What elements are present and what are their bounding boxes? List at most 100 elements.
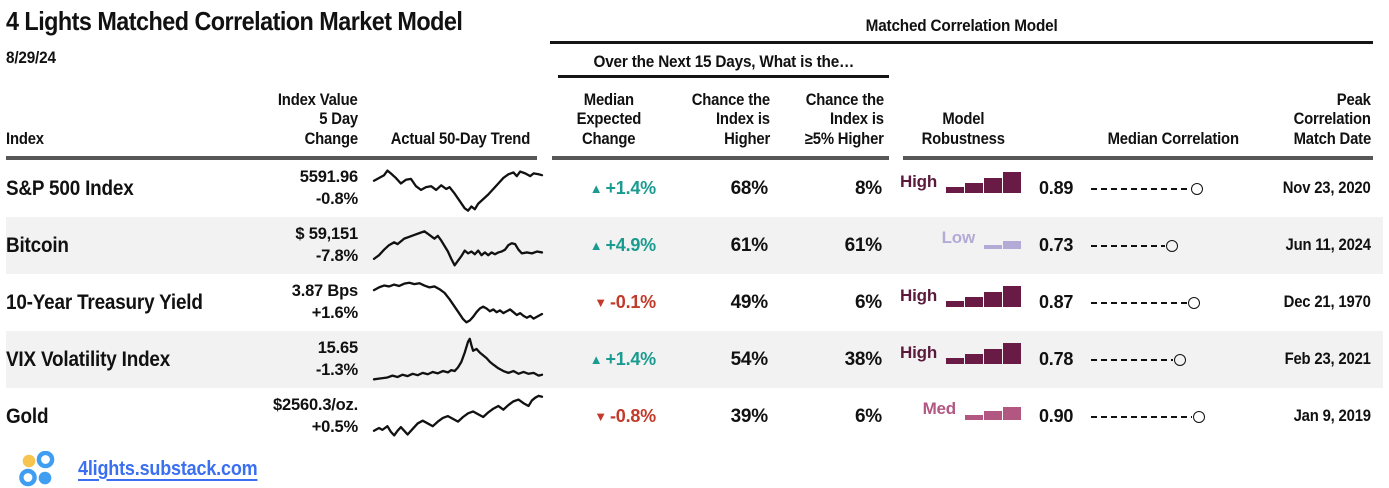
sparkline-chart xyxy=(374,280,542,326)
median-correlation-cell: 0.89 xyxy=(1031,178,1211,199)
match-date-cell: Jan 9, 2019 xyxy=(1293,407,1371,425)
five-day-change: +0.5% xyxy=(311,417,358,436)
title-block: 4 Lights Matched Correlation Market Mode… xyxy=(6,0,550,44)
match-date-cell: Dec 21, 1970 xyxy=(1283,293,1371,311)
lollipop-dash-line xyxy=(1091,244,1166,247)
index-value-cell: 15.65 -1.3% xyxy=(266,338,370,381)
next-15-days-group: Over the Next 15 Days, What is the… xyxy=(558,44,889,78)
model-robustness-cell: Med xyxy=(895,400,1031,433)
lollipop-dash-line xyxy=(1091,358,1174,361)
index-value: $2560.3/oz. xyxy=(273,396,358,415)
header-rule-left xyxy=(6,156,537,160)
model-robustness-cell: High xyxy=(895,285,1031,320)
header-rule-right xyxy=(903,156,1373,160)
lollipop-dash-line xyxy=(1091,301,1188,304)
table-row: 10-Year Treasury Yield 3.87 Bps +1.6% ▼ … xyxy=(6,274,1383,331)
index-name: 10-Year Treasury Yield xyxy=(6,290,203,314)
index-value: 3.87 Bps xyxy=(291,282,358,301)
chance-5pct-higher-cell: 61% xyxy=(844,234,883,256)
median-correlation-cell: 0.90 xyxy=(1031,406,1211,427)
matched-correlation-model-group: Matched Correlation Model xyxy=(550,0,1373,44)
col-header-trend: Actual 50-Day Trend xyxy=(390,130,530,149)
five-day-change: +1.6% xyxy=(311,303,358,322)
chance-higher-cell: 61% xyxy=(730,234,769,256)
trend-sparkline-cell xyxy=(370,394,550,440)
substack-link[interactable]: 4lights.substack.com xyxy=(78,457,258,480)
expected-change-cell: ▲ +1.4% xyxy=(550,178,668,199)
index-value-cell: $ 59,151 -7.8% xyxy=(266,224,370,267)
expected-change-cell: ▼ -0.8% xyxy=(550,406,668,427)
correlation-lollipop-icon xyxy=(1091,239,1179,252)
group-header-matched-correlation-model: Matched Correlation Model xyxy=(865,16,1058,35)
lollipop-circle xyxy=(1191,182,1204,195)
expected-change-cell: ▼ -0.1% xyxy=(550,292,668,313)
sparkline-chart xyxy=(374,166,542,212)
robustness-bars-icon xyxy=(946,342,1021,364)
col-header-index: Index xyxy=(6,130,44,149)
header-rule-middle xyxy=(552,156,889,160)
col-header-match-date: Peak Correlation Match Date xyxy=(1293,90,1372,149)
correlation-value: 0.87 xyxy=(1039,292,1074,312)
robustness-bars-icon xyxy=(946,171,1021,193)
median-correlation-cell: 0.78 xyxy=(1031,349,1211,370)
expected-change-value: +1.4% xyxy=(605,349,656,369)
index-value-cell: 5591.96 -0.8% xyxy=(266,167,370,210)
index-value: 15.65 xyxy=(317,339,358,358)
index-name: Bitcoin xyxy=(6,233,69,257)
lollipop-circle xyxy=(1188,296,1201,309)
match-date-cell: Jun 11, 2024 xyxy=(1285,236,1372,254)
header-top: 4 Lights Matched Correlation Market Mode… xyxy=(6,0,1383,44)
col-header-model-robustness: Model Robustness xyxy=(921,110,1005,149)
col-header-median-correlation: Median Correlation xyxy=(1107,130,1239,149)
correlation-value: 0.90 xyxy=(1039,406,1074,426)
index-value-cell: 3.87 Bps +1.6% xyxy=(266,281,370,324)
index-name: Gold xyxy=(6,404,49,428)
correlation-value: 0.78 xyxy=(1039,349,1074,369)
trend-sparkline-cell xyxy=(370,223,550,269)
five-day-change: -7.8% xyxy=(315,246,358,265)
sparkline-chart xyxy=(374,394,542,440)
chance-5pct-higher-cell: 8% xyxy=(854,177,882,199)
chance-higher-cell: 49% xyxy=(730,291,769,313)
four-lights-logo-icon xyxy=(19,451,55,487)
lollipop-dash-line xyxy=(1091,415,1192,418)
trend-sparkline-cell xyxy=(370,280,550,326)
robustness-bars-icon xyxy=(965,407,1021,420)
correlation-lollipop-icon xyxy=(1091,353,1187,366)
header-rule xyxy=(6,156,1383,160)
trend-sparkline-cell xyxy=(370,166,550,212)
correlation-lollipop-icon xyxy=(1091,182,1204,195)
chance-5pct-higher-cell: 38% xyxy=(844,348,883,370)
direction-arrow-icon: ▲ xyxy=(589,181,603,196)
direction-arrow-icon: ▼ xyxy=(594,409,607,424)
model-robustness-cell: High xyxy=(895,171,1031,206)
correlation-value: 0.89 xyxy=(1039,178,1074,198)
model-robustness-cell: Low xyxy=(895,229,1031,262)
chance-higher-cell: 39% xyxy=(730,405,769,427)
expected-change-value: +4.9% xyxy=(605,235,656,255)
lollipop-circle xyxy=(1166,239,1179,252)
match-date-cell: Feb 23, 2021 xyxy=(1284,350,1371,368)
robustness-bars-icon xyxy=(946,285,1021,307)
trend-sparkline-cell xyxy=(370,337,550,383)
robustness-label: High xyxy=(900,285,937,305)
five-day-change: -0.8% xyxy=(315,189,358,208)
table-row: S&P 500 Index 5591.96 -0.8% ▲ +1.4% 68% … xyxy=(6,160,1383,217)
column-headers: Index Index Value 5 Day Change Actual 50… xyxy=(6,78,1383,156)
report-date: 8/29/24 xyxy=(6,48,56,67)
chance-higher-cell: 54% xyxy=(730,348,769,370)
table-body: S&P 500 Index 5591.96 -0.8% ▲ +1.4% 68% … xyxy=(6,160,1383,445)
sparkline-chart xyxy=(374,223,542,269)
correlation-lollipop-icon xyxy=(1091,410,1205,423)
expected-change-cell: ▲ +4.9% xyxy=(550,235,668,256)
table-row: VIX Volatility Index 15.65 -1.3% ▲ +1.4%… xyxy=(6,331,1383,388)
col-header-index-value: Index Value 5 Day Change xyxy=(278,90,358,149)
direction-arrow-icon: ▼ xyxy=(594,295,607,310)
robustness-label: Low xyxy=(941,228,976,247)
table-row: Gold $2560.3/oz. +0.5% ▼ -0.8% 39% 6% Me… xyxy=(6,388,1383,445)
chance-5pct-higher-cell: 6% xyxy=(854,405,882,427)
correlation-lollipop-icon xyxy=(1091,296,1201,309)
robustness-bars-icon xyxy=(984,241,1021,249)
match-date-cell: Nov 23, 2020 xyxy=(1283,179,1371,197)
